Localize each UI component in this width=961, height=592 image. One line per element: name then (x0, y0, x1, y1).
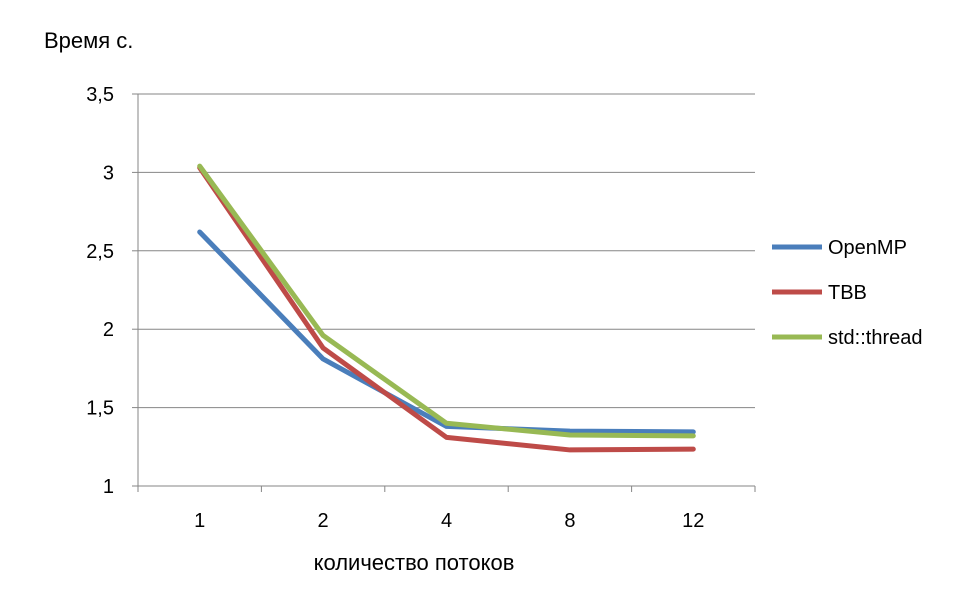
x-tick-label: 8 (564, 510, 575, 532)
x-tick-label: 2 (318, 510, 329, 532)
series-line-2 (197, 163, 696, 439)
x-tick-label: 1 (194, 510, 205, 532)
legend-label: TBB (828, 282, 867, 304)
x-axis-label: количество потоков (314, 550, 515, 575)
gridlines (138, 93, 755, 409)
y-tick-label: 1 (103, 476, 114, 498)
legend-label: OpenMP (828, 237, 907, 259)
x-tick-label: 4 (441, 510, 452, 532)
y-tick-label: 2,5 (86, 241, 114, 263)
y-tick-label: 3,5 (86, 84, 114, 106)
y-axis-label: Время с. (44, 28, 133, 53)
y-tick-label: 3 (103, 162, 114, 184)
y-tick-label: 2 (103, 319, 114, 341)
legend-label: std::thread (828, 327, 923, 349)
series-line-1 (197, 165, 696, 453)
y-tick-labels: 1 1,5 2 2,5 3 3,5 (86, 84, 114, 498)
series-line-0 (197, 229, 696, 435)
series-lines (197, 163, 696, 453)
y-tick-label: 1,5 (86, 398, 114, 420)
x-tick-label: 12 (682, 510, 704, 532)
axes (132, 93, 756, 492)
x-tick-labels: 1 2 4 8 12 (194, 510, 704, 532)
